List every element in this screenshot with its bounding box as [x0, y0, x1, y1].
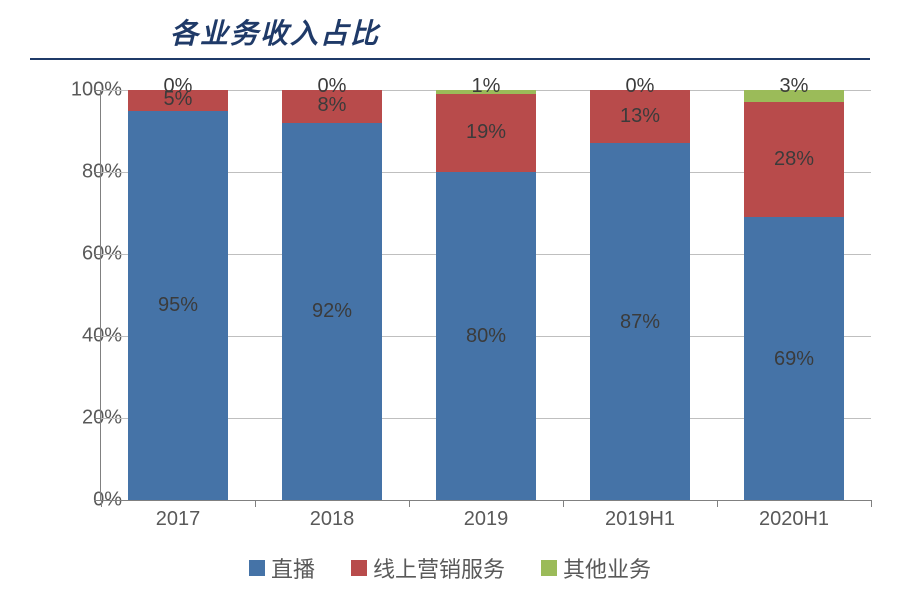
legend-item-other: 其他业务 [541, 552, 651, 584]
bar-group: 95%5%0% [128, 90, 228, 500]
x-category-label: 2019H1 [605, 508, 675, 531]
x-category-label: 2019 [464, 508, 509, 531]
plot-area: 95%5%0%201792%8%0%201880%19%1%201987%13%… [100, 90, 871, 501]
x-tick-mark [717, 500, 718, 507]
bar-segment-live [590, 143, 690, 500]
bar-segment-mkt [128, 90, 228, 111]
legend-swatch [541, 560, 557, 576]
legend-swatch [351, 560, 367, 576]
title-underline [30, 58, 870, 60]
x-tick-mark [871, 500, 872, 507]
y-tick-mark [94, 172, 101, 173]
y-tick-mark [94, 418, 101, 419]
legend-label: 直播 [271, 552, 315, 584]
bar-segment-other [436, 90, 536, 94]
bar-group: 69%28%3% [744, 90, 844, 500]
legend: 直播 线上营销服务 其他业务 [0, 552, 900, 584]
legend-item-marketing: 线上营销服务 [351, 552, 505, 584]
bar-segment-live [436, 172, 536, 500]
chart-container: 各业务收入占比 0% 20% 40% 60% 80% 100% 95%5%0%2… [0, 0, 900, 592]
x-category-label: 2017 [156, 508, 201, 531]
x-tick-mark [409, 500, 410, 507]
bar-segment-mkt [282, 90, 382, 123]
bar-group: 87%13%0% [590, 90, 690, 500]
y-tick-mark [94, 500, 101, 501]
y-tick-mark [94, 336, 101, 337]
legend-item-live: 直播 [249, 552, 315, 584]
bar-segment-live [282, 123, 382, 500]
x-category-label: 2018 [310, 508, 355, 531]
bar-group: 92%8%0% [282, 90, 382, 500]
legend-label: 其他业务 [563, 552, 651, 584]
bar-segment-mkt [590, 90, 690, 143]
bar-group: 80%19%1% [436, 90, 536, 500]
x-tick-mark [563, 500, 564, 507]
x-tick-mark [101, 500, 102, 507]
legend-label: 线上营销服务 [373, 552, 505, 584]
x-tick-mark [255, 500, 256, 507]
bar-segment-live [744, 217, 844, 500]
chart-title: 各业务收入占比 [170, 12, 380, 52]
legend-swatch [249, 560, 265, 576]
y-tick-mark [94, 90, 101, 91]
x-category-label: 2020H1 [759, 508, 829, 531]
bar-segment-other [744, 90, 844, 102]
bar-segment-live [128, 111, 228, 501]
bar-segment-mkt [744, 102, 844, 217]
bar-segment-mkt [436, 94, 536, 172]
y-tick-mark [94, 254, 101, 255]
